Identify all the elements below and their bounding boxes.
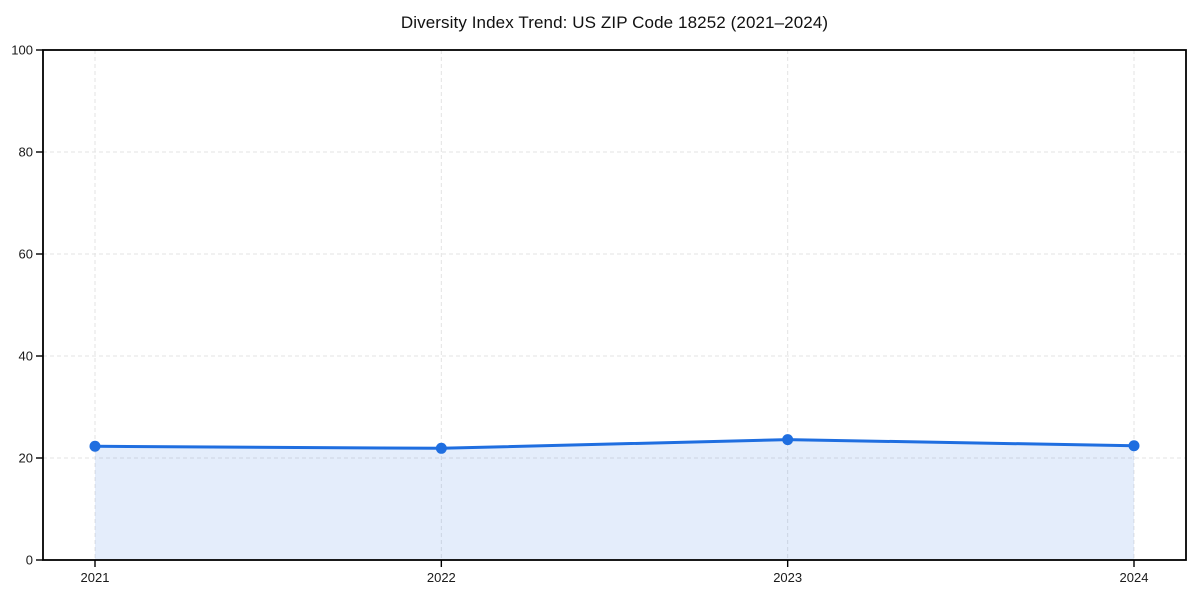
plot-frame [42, 49, 1187, 561]
y-tick-label: 60 [19, 247, 33, 262]
x-tick-label: 2021 [81, 570, 110, 585]
x-tick-label: 2023 [773, 570, 802, 585]
trend-line [93, 438, 1136, 450]
data-point-marker [1128, 440, 1140, 452]
y-tick-label: 20 [19, 451, 33, 466]
y-tick-label: 80 [19, 145, 33, 160]
data-point-marker [435, 442, 447, 454]
area-fill [95, 439, 1134, 560]
y-tick-label: 0 [26, 553, 33, 568]
data-point-marker [782, 434, 794, 446]
data-point-marker [89, 440, 101, 452]
x-tick-label: 2024 [1120, 570, 1149, 585]
x-tick-label: 2022 [427, 570, 456, 585]
y-tick-label: 100 [11, 43, 33, 58]
y-tick-label: 40 [19, 349, 33, 364]
chart-title: Diversity Index Trend: US ZIP Code 18252… [400, 13, 829, 32]
